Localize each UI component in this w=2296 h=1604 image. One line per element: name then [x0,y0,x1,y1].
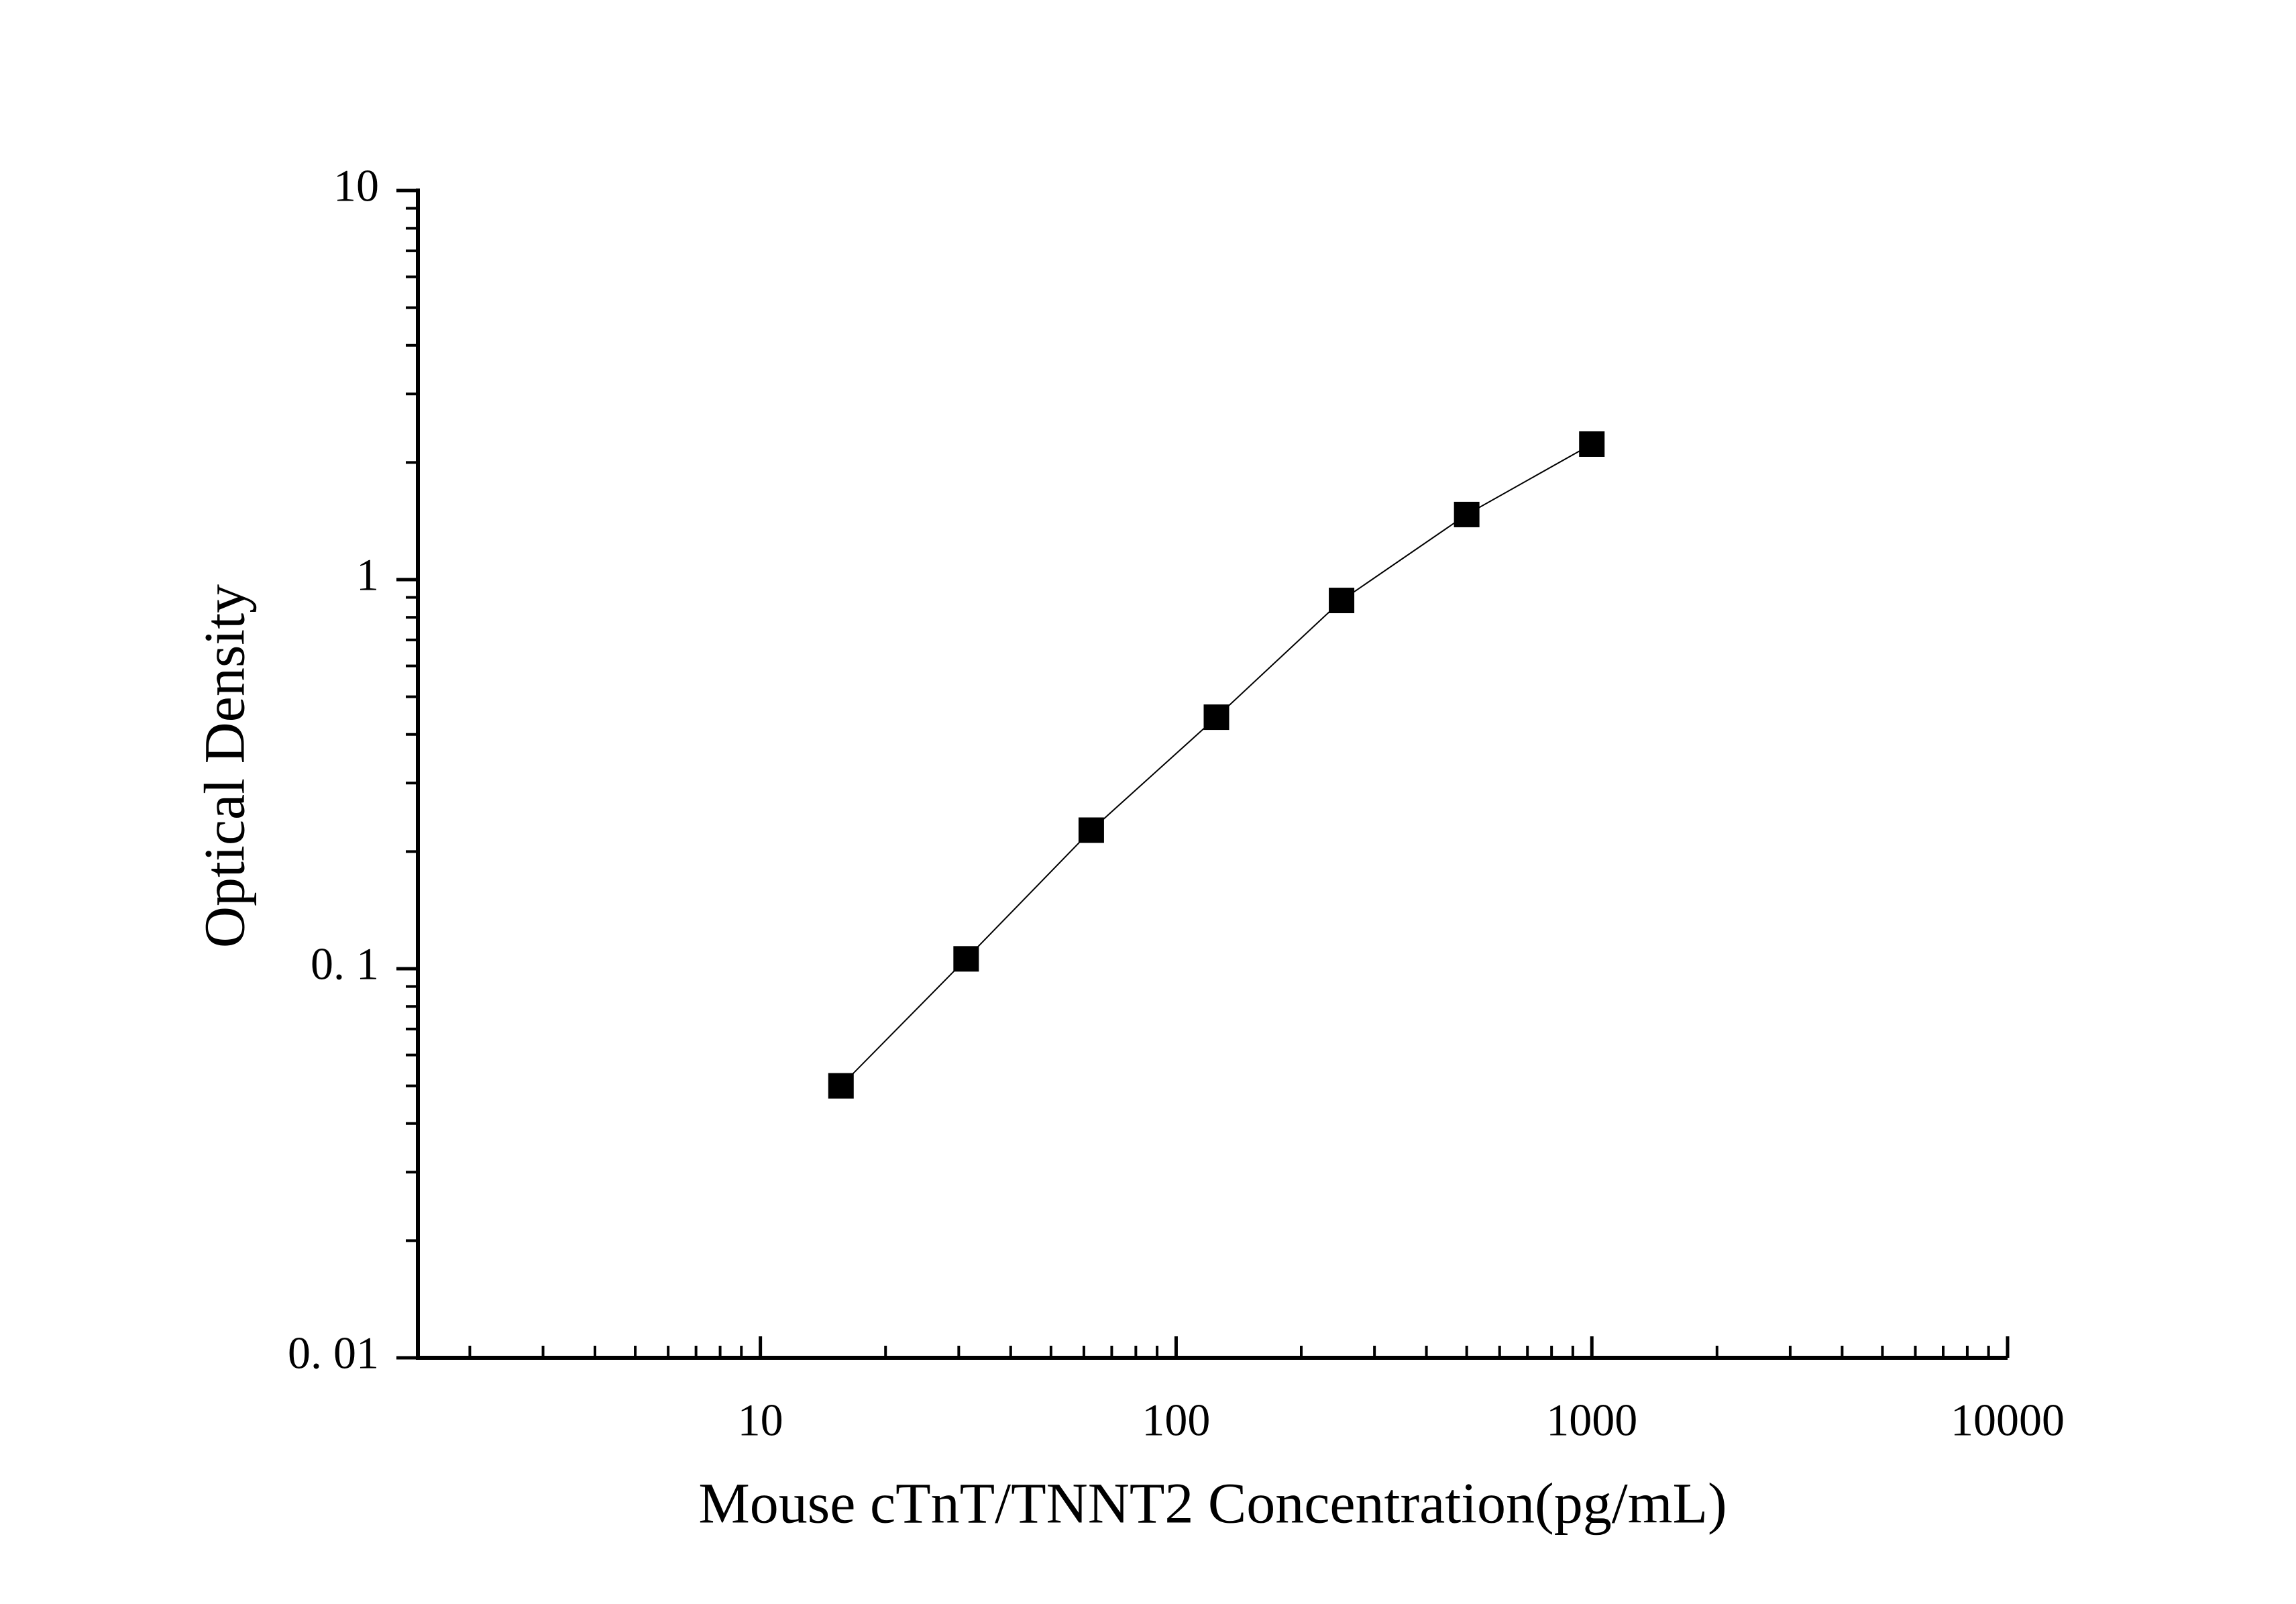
data-point [1329,588,1355,614]
x-tick-label: 100 [1142,1395,1210,1446]
data-point [1454,501,1480,527]
data-point [1579,431,1605,457]
data-point [1203,704,1229,731]
y-tick-label: 10 [333,160,379,211]
data-point [1078,817,1104,843]
y-tick-label: 0. 01 [288,1328,379,1379]
x-axis-title: Mouse cTnT/TNNT2 Concentration(pg/mL) [698,1471,1727,1536]
y-tick-label: 0. 1 [311,939,379,990]
data-line [840,443,1592,1087]
x-tick-label: 1000 [1546,1395,1637,1446]
y-axis-title: Optical Density [193,584,257,948]
x-tick-label: 10 [738,1395,783,1446]
data-point [953,946,979,972]
x-tick-label: 10000 [1951,1395,2065,1446]
data-point [828,1073,854,1099]
y-tick-label: 1 [356,549,379,600]
